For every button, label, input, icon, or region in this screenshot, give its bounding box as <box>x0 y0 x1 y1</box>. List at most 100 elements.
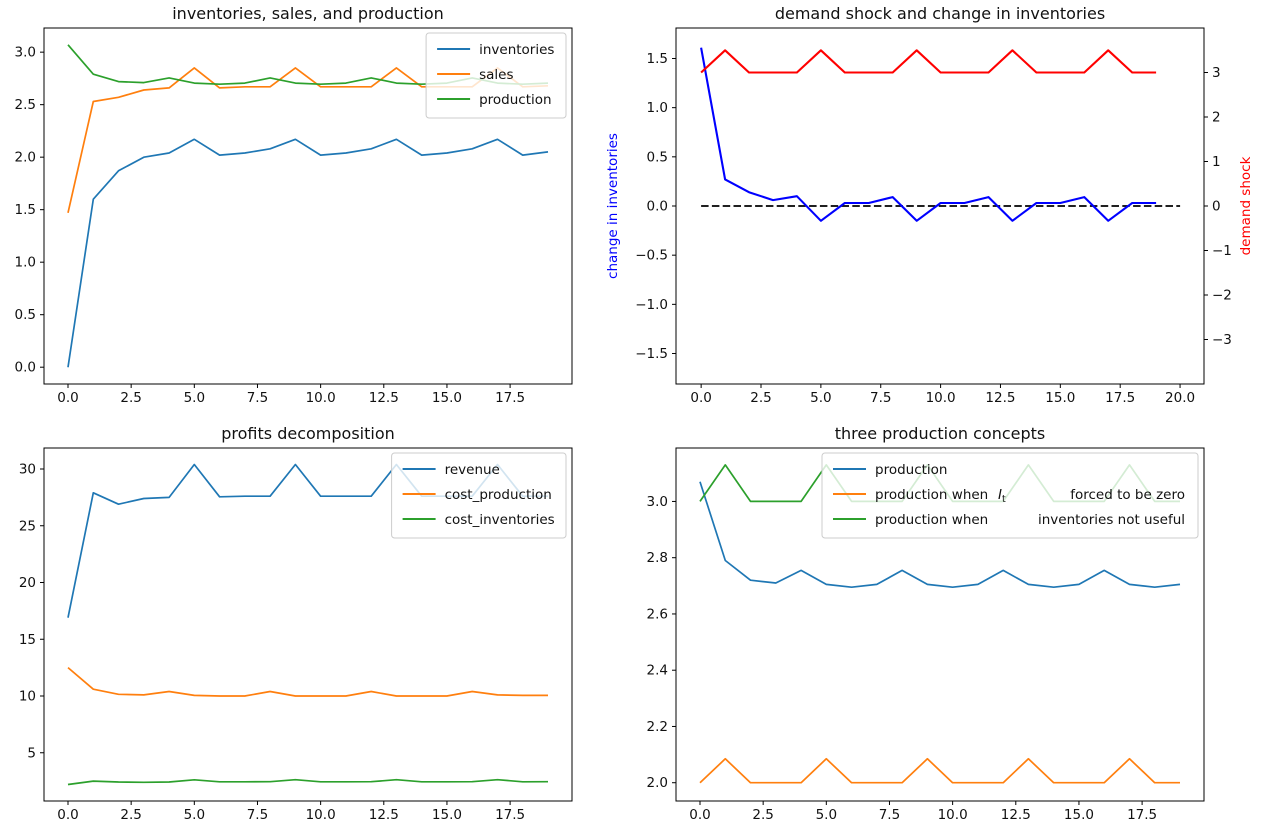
x-tick-label: 12.5 <box>985 390 1015 406</box>
x-tick-label: 2.5 <box>120 390 141 406</box>
x-tick-label: 10.0 <box>306 807 336 823</box>
axes-frame <box>43 447 573 802</box>
x-tick-label: 5.0 <box>810 390 831 406</box>
x-tick-label: 17.5 <box>1127 807 1157 823</box>
x-tick-label: 7.5 <box>247 390 268 406</box>
line-demand-shock <box>700 49 1157 74</box>
x-tick-label: 0.0 <box>690 390 711 406</box>
legend-label: cost_inventories <box>445 512 555 528</box>
x-tick-label: 5.0 <box>184 807 205 823</box>
legend-label: production when It <box>875 487 1006 505</box>
y-tick-label: 3.0 <box>647 494 668 510</box>
x-tick-label: 7.5 <box>879 807 900 823</box>
legend-box <box>391 452 567 539</box>
y-tick-label: 15 <box>19 632 36 648</box>
y-tick-label: 0.5 <box>647 149 668 165</box>
y-tick-label-right: −2 <box>1212 288 1232 304</box>
x-tick-label: 17.5 <box>495 807 525 823</box>
legend-label: revenue <box>445 462 500 478</box>
legend-label: production <box>875 462 948 478</box>
y-tick-label: −0.5 <box>635 248 668 264</box>
y-tick-label: 2.4 <box>647 663 668 679</box>
legend-label: production <box>479 92 551 108</box>
x-tick-label: 2.5 <box>750 390 771 406</box>
line-production <box>699 481 1181 589</box>
x-tick-label: 15.0 <box>432 807 462 823</box>
chart-profits-decomposition: 0.0 2.5 5.0 7.5 10.0 12.5 15.0 17.5 5 10 15 20 25 30 p… <box>19 424 573 823</box>
line-cost-production <box>67 666 548 697</box>
y-tick-label: 2.2 <box>647 719 668 735</box>
y-tick-label: 0.5 <box>15 307 36 323</box>
chart-three-production-concepts: 0.0 2.5 5.0 7.5 10.0 12.5 15.0 17.5 2.0 2.2 2.4 2.6… <box>647 424 1205 823</box>
y-tick-label: 25 <box>19 518 36 534</box>
legend-label-2: forced to be zero <box>1070 487 1185 503</box>
y-tick-label: 0.0 <box>15 360 36 376</box>
chart-demand-shock-and-change-in-inventories: 0.0 2.5 5.0 7.5 10.0 12.5 15.0 17.5 20.0−1.5−1.0… <box>605 4 1254 406</box>
x-tick-label: 17.5 <box>1105 390 1135 406</box>
legend-box <box>821 452 1199 539</box>
y-tick-label: 2.0 <box>15 150 36 166</box>
x-tick-label: 17.5 <box>495 390 525 406</box>
x-tick-label: 20.0 <box>1165 390 1195 406</box>
x-tick-label: 5.0 <box>816 807 837 823</box>
y-tick-label: 1.5 <box>15 202 36 218</box>
x-tick-label: 0.0 <box>689 807 710 823</box>
axes-frame <box>43 27 573 385</box>
x-tick-label: 10.0 <box>306 390 336 406</box>
line-inventories <box>67 138 549 368</box>
x-tick-label: 10.0 <box>938 807 968 823</box>
x-tick-label: 10.0 <box>926 390 956 406</box>
x-tick-label: 0.0 <box>57 390 78 406</box>
chart-title: demand shock and change in inventories <box>775 4 1105 23</box>
chart-inventories-sales-and-production: 0.0 2.5 5.0 7.5 10.0 12.5 15.0 17.5 0.0 0.5 1.0 1.5… <box>15 4 573 406</box>
y-tick-label: −1.0 <box>635 297 668 313</box>
y-tick-label: 5 <box>27 745 36 761</box>
chart-title: profits decomposition <box>221 424 395 443</box>
legend-label: sales <box>479 67 513 83</box>
x-tick-label: 5.0 <box>184 390 205 406</box>
chart-title: inventories, sales, and production <box>172 4 444 23</box>
legend-box <box>425 32 567 119</box>
chart-title: three production concepts <box>835 424 1046 443</box>
legend-label-2: inventories not useful <box>1038 512 1185 528</box>
y-tick-label: 2.0 <box>647 775 668 791</box>
x-tick-label: 2.5 <box>752 807 773 823</box>
x-tick-label: 0.0 <box>57 807 78 823</box>
y-axis-label-left: change in inventories <box>605 133 621 279</box>
line-cost-inventories <box>67 778 549 786</box>
y-tick-label-right: −3 <box>1212 332 1232 348</box>
y-tick-label: 20 <box>19 575 36 591</box>
x-tick-label: 12.5 <box>1001 807 1031 823</box>
y-tick-label: 30 <box>19 461 36 477</box>
legend-label: inventories <box>479 42 554 58</box>
x-tick-label: 7.5 <box>870 390 891 406</box>
y-tick-label-right: 0 <box>1212 199 1221 215</box>
y-tick-label: 1.0 <box>647 100 668 116</box>
y-tick-label-right: −1 <box>1212 243 1232 259</box>
y-tick-label-right: 1 <box>1212 154 1221 170</box>
y-tick-label: 2.5 <box>15 97 36 113</box>
x-tick-label: 15.0 <box>1045 390 1075 406</box>
y-tick-label: 3.0 <box>15 45 36 61</box>
y-tick-label-right: 3 <box>1212 65 1221 81</box>
x-tick-label: 12.5 <box>369 390 399 406</box>
y-tick-label: 2.8 <box>647 550 668 566</box>
y-tick-label: 2.6 <box>647 606 668 622</box>
axes-frame <box>675 447 1205 802</box>
y-tick-label: 1.0 <box>15 255 36 271</box>
y-tick-label: 1.5 <box>647 51 668 67</box>
x-tick-label: 15.0 <box>1064 807 1094 823</box>
x-tick-label: 15.0 <box>432 390 462 406</box>
y-tick-label: 10 <box>19 689 36 705</box>
y-tick-label: 0.0 <box>647 199 668 215</box>
y-axis-label-right: demand shock <box>1238 156 1254 255</box>
x-tick-label: 12.5 <box>369 807 399 823</box>
x-tick-label: 7.5 <box>247 807 268 823</box>
legend-label: production when <box>875 512 988 528</box>
x-tick-label: 2.5 <box>120 807 141 823</box>
line-production-when-i-t-forced-to-be-zero <box>699 757 1180 784</box>
legend-label: cost_production <box>445 487 552 503</box>
y-tick-label: −1.5 <box>635 346 668 362</box>
